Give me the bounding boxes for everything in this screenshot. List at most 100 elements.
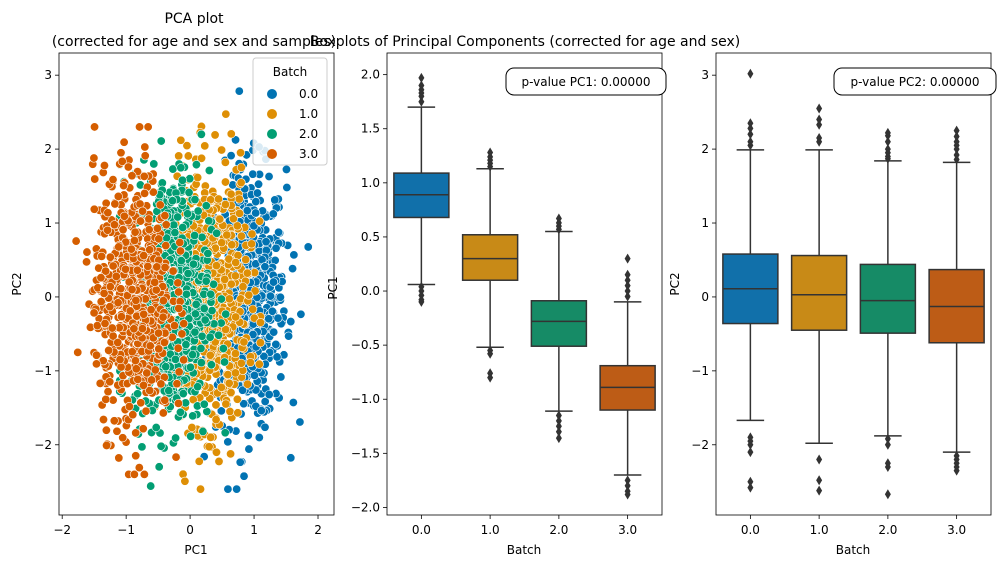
scatter-point-batch-3.0 xyxy=(132,265,142,275)
scatter-point-batch-2.0 xyxy=(185,362,195,372)
scatter-point-batch-3.0 xyxy=(154,344,164,354)
pc1-boxes xyxy=(393,72,656,500)
scatter-point-batch-3.0 xyxy=(131,428,141,438)
scatter-point-batch-2.0 xyxy=(146,481,156,491)
scatter-point-batch-2.0 xyxy=(137,442,147,452)
legend-marker-1 xyxy=(267,109,277,119)
scatter-point-batch-3.0 xyxy=(154,328,164,338)
scatter-point-batch-3.0 xyxy=(155,200,165,210)
scatter-point-batch-3.0 xyxy=(127,171,137,181)
scatter-point-batch-0.0 xyxy=(251,259,261,269)
pc1-xtick-label: 2.0 xyxy=(549,523,568,537)
scatter-point-batch-3.0 xyxy=(101,425,111,435)
scatter-point-batch-3.0 xyxy=(161,241,171,251)
scatter-point-batch-1.0 xyxy=(174,151,184,161)
scatter-point-batch-3.0 xyxy=(108,175,118,185)
pc2-xtick-label: 1.0 xyxy=(810,523,829,537)
scatter-point-batch-2.0 xyxy=(183,269,193,279)
scatter-point-batch-3.0 xyxy=(128,410,138,420)
pc2-ytick-label: −2 xyxy=(691,438,709,452)
pc2-outlier-marker xyxy=(816,454,823,465)
scatter-ytick-label: 2 xyxy=(44,142,52,156)
scatter-point-batch-2.0 xyxy=(170,354,180,364)
scatter-point-batch-0.0 xyxy=(216,406,226,416)
pc1-pvalue-annotation: p-value PC1: 0.00000 xyxy=(522,75,651,89)
pc2-outlier-marker xyxy=(816,475,823,486)
scatter-point-batch-3.0 xyxy=(116,284,126,294)
scatter-point-batch-3.0 xyxy=(103,208,113,218)
scatter-point-batch-3.0 xyxy=(118,433,128,443)
scatter-point-batch-3.0 xyxy=(137,324,147,334)
scatter-point-batch-1.0 xyxy=(221,399,231,409)
scatter-point-batch-3.0 xyxy=(152,223,162,233)
scatter-point-batch-3.0 xyxy=(154,234,164,244)
scatter-point-batch-0.0 xyxy=(239,399,249,409)
scatter-point-batch-0.0 xyxy=(248,169,258,179)
pc2-outlier-marker xyxy=(884,489,891,500)
scatter-point-batch-3.0 xyxy=(89,204,99,214)
pc1-ytick-label: 2.0 xyxy=(361,68,380,82)
scatter-point-batch-2.0 xyxy=(201,201,211,211)
scatter-point-batch-0.0 xyxy=(272,352,282,362)
pc2-ytick-label: −1 xyxy=(691,364,709,378)
scatter-point-batch-2.0 xyxy=(164,386,174,396)
scatter-point-batch-3.0 xyxy=(119,211,129,221)
scatter-point-batch-2.0 xyxy=(214,330,224,340)
scatter-point-batch-3.0 xyxy=(119,181,129,191)
scatter-point-batch-3.0 xyxy=(126,244,136,254)
scatter-point-batch-0.0 xyxy=(223,437,233,447)
scatter-point-batch-1.0 xyxy=(236,358,246,368)
legend-label-2: 2.0 xyxy=(299,127,318,141)
scatter-point-batch-1.0 xyxy=(221,324,231,334)
scatter-point-batch-2.0 xyxy=(190,231,200,241)
scatter-point-batch-0.0 xyxy=(238,385,248,395)
scatter-xtick-label: −2 xyxy=(53,523,71,537)
scatter-point-batch-2.0 xyxy=(197,331,207,341)
scatter-point-batch-1.0 xyxy=(231,258,241,268)
scatter-point-batch-3.0 xyxy=(108,261,118,271)
scatter-point-batch-1.0 xyxy=(228,214,238,224)
scatter-ytick-label: 3 xyxy=(44,68,52,82)
scatter-point-batch-2.0 xyxy=(170,228,180,238)
scatter-point-batch-3.0 xyxy=(89,153,99,163)
pc2-outlier-marker xyxy=(747,68,754,79)
scatter-point-batch-0.0 xyxy=(281,164,291,174)
pc2-outlier-marker xyxy=(747,447,754,458)
scatter-point-batch-3.0 xyxy=(124,277,134,287)
scatter-point-batch-3.0 xyxy=(123,162,133,172)
scatter-ytick-label: −1 xyxy=(34,364,52,378)
scatter-point-batch-0.0 xyxy=(239,471,249,481)
scatter-point-batch-1.0 xyxy=(206,432,216,442)
scatter-point-batch-3.0 xyxy=(168,266,178,276)
pc2-x-ticks: 0.0 1.0 2.0 3.0 xyxy=(741,515,966,537)
scatter-point-batch-0.0 xyxy=(231,135,241,145)
scatter-point-batch-3.0 xyxy=(144,214,154,224)
scatter-point-batch-1.0 xyxy=(220,200,230,210)
pc2-ytick-label: 0 xyxy=(701,290,709,304)
scatter-point-batch-1.0 xyxy=(255,338,265,348)
scatter-point-batch-3.0 xyxy=(116,312,126,322)
scatter-point-batch-3.0 xyxy=(127,347,137,357)
scatter-point-batch-2.0 xyxy=(151,422,161,432)
scatter-point-batch-2.0 xyxy=(178,223,188,233)
scatter-point-batch-1.0 xyxy=(217,145,227,155)
scatter-point-batch-1.0 xyxy=(214,456,224,466)
scatter-point-batch-3.0 xyxy=(160,211,170,221)
scatter-point-batch-3.0 xyxy=(179,355,189,365)
scatter-point-batch-1.0 xyxy=(197,153,207,163)
scatter-point-batch-1.0 xyxy=(236,178,246,188)
scatter-point-batch-1.0 xyxy=(236,148,246,158)
scatter-point-batch-3.0 xyxy=(135,122,145,132)
scatter-point-batch-1.0 xyxy=(187,422,197,432)
scatter-point-batch-0.0 xyxy=(286,317,296,327)
scatter-point-batch-1.0 xyxy=(230,271,240,281)
scatter-point-batch-3.0 xyxy=(143,122,153,132)
scatter-point-batch-1.0 xyxy=(220,274,230,284)
scatter-point-batch-1.0 xyxy=(223,370,233,380)
scatter-point-batch-2.0 xyxy=(178,389,188,399)
scatter-point-batch-1.0 xyxy=(217,238,227,248)
scatter-point-batch-3.0 xyxy=(139,171,149,181)
scatter-point-batch-3.0 xyxy=(91,350,101,360)
scatter-point-batch-0.0 xyxy=(254,432,264,442)
scatter-x-label: PC1 xyxy=(184,543,207,557)
